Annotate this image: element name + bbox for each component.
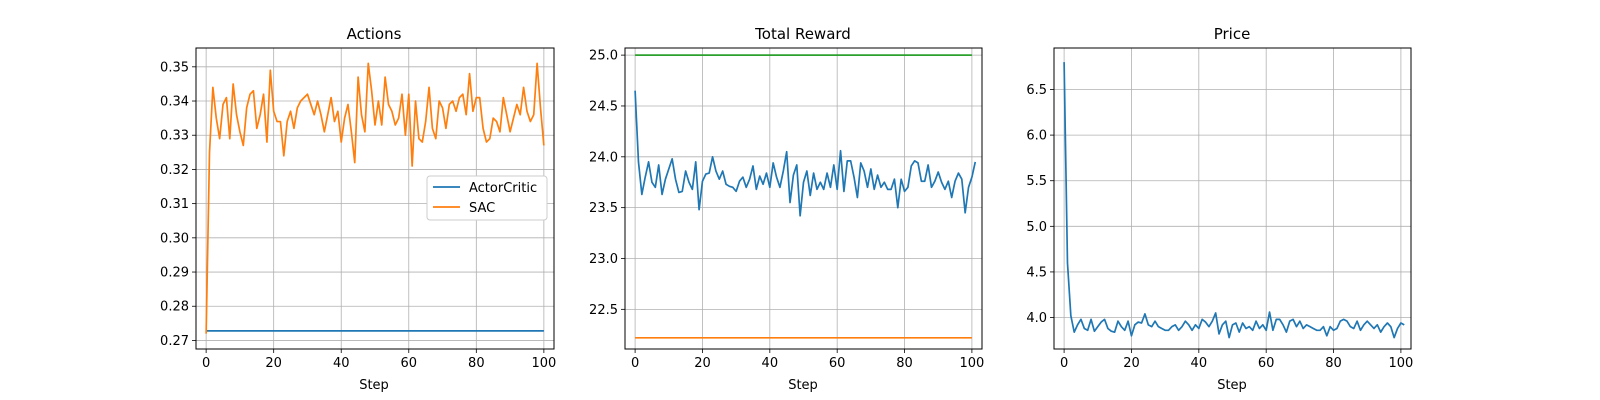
price-xtick-label: 0 — [1060, 356, 1068, 371]
price-chart: Price Step 0 20 40 60 80 100 4.0 4.5 5.0 5.5 6.0 6.… — [1026, 25, 1413, 393]
actions-xtick-label: 100 — [531, 356, 556, 371]
total-reward-ytick-label: 23.0 — [589, 252, 618, 267]
actions-chart-marks: 0 20 40 60 80 100 0.27 0.28 0.29 0.30 0.31 0.32 0.33… — [160, 47, 556, 371]
total-reward-xtick-label: 60 — [829, 356, 846, 371]
price-series-line-series-0 — [1063, 62, 1405, 339]
price-plot-frame — [1053, 47, 1412, 350]
price-ytick-label: 6.0 — [1026, 129, 1047, 144]
total-reward-ytick-label: 24.5 — [589, 99, 618, 114]
actions-ytick-label: 0.35 — [160, 60, 189, 75]
actions-chart-title: Actions — [347, 25, 402, 43]
price-xtick-label: 60 — [1258, 356, 1275, 371]
price-ytick-label: 6.5 — [1026, 83, 1047, 98]
actions-ytick-label: 0.29 — [160, 266, 189, 281]
actions-ytick-label: 0.28 — [160, 300, 189, 315]
actions-legend: ActorCritic SAC — [426, 175, 548, 221]
total-reward-xtick-label: 40 — [762, 356, 779, 371]
actions-chart-xlabel: Step — [359, 378, 389, 393]
actions-ytick-label: 0.32 — [160, 163, 189, 178]
total-reward-chart: Total Reward Step 0 20 40 60 80 100 22.5 23.0 23… — [589, 25, 984, 393]
price-ytick-label: 4.5 — [1026, 265, 1047, 280]
total-reward-plot-frame — [624, 47, 983, 350]
total-reward-ytick-label: 25.0 — [589, 49, 618, 64]
price-xtick-label: 100 — [1388, 356, 1413, 371]
actions-xtick-label: 40 — [333, 356, 350, 371]
price-chart-marks: 0 20 40 60 80 100 4.0 4.5 5.0 5.5 6.0 6.5 — [1026, 47, 1413, 371]
total-reward-series-line-series-0 — [634, 90, 977, 217]
price-ytick-label: 5.0 — [1026, 220, 1047, 235]
total-reward-chart-marks: 0 20 40 60 80 100 22.5 23.0 23.5 24.0 24.5 25.0 — [589, 47, 984, 371]
legend-label-sac: SAC — [469, 201, 495, 216]
price-xtick-label: 40 — [1191, 356, 1208, 371]
actions-series-line-sac — [205, 62, 545, 334]
total-reward-xtick-label: 100 — [959, 356, 984, 371]
actions-chart: Actions Step 0 20 40 60 80 100 0.27 0.28 0.29 0.3… — [160, 25, 556, 393]
legend-label-actorcritic: ActorCritic — [469, 181, 537, 196]
price-xtick-label: 80 — [1325, 356, 1342, 371]
actions-ytick-label: 0.27 — [160, 334, 189, 349]
actions-ytick-label: 0.31 — [160, 197, 189, 212]
actions-xtick-label: 80 — [468, 356, 485, 371]
total-reward-xtick-label: 80 — [896, 356, 913, 371]
actions-xtick-label: 20 — [265, 356, 282, 371]
actions-plot-frame — [195, 47, 555, 350]
total-reward-ytick-label: 24.0 — [589, 150, 618, 165]
price-chart-title: Price — [1214, 25, 1251, 43]
total-reward-chart-xlabel: Step — [788, 378, 818, 393]
total-reward-ytick-label: 22.5 — [589, 303, 618, 318]
actions-xtick-label: 60 — [401, 356, 418, 371]
total-reward-xtick-label: 0 — [631, 356, 639, 371]
actions-xtick-label: 0 — [202, 356, 210, 371]
actions-ytick-label: 0.30 — [160, 231, 189, 246]
actions-ytick-label: 0.33 — [160, 129, 189, 144]
total-reward-chart-title: Total Reward — [754, 25, 851, 43]
total-reward-ytick-label: 23.5 — [589, 201, 618, 216]
total-reward-xtick-label: 20 — [694, 356, 711, 371]
price-ytick-label: 5.5 — [1026, 174, 1047, 189]
price-xtick-label: 20 — [1123, 356, 1140, 371]
price-ytick-label: 4.0 — [1026, 311, 1047, 326]
price-chart-xlabel: Step — [1217, 378, 1247, 393]
actions-ytick-label: 0.34 — [160, 95, 189, 110]
